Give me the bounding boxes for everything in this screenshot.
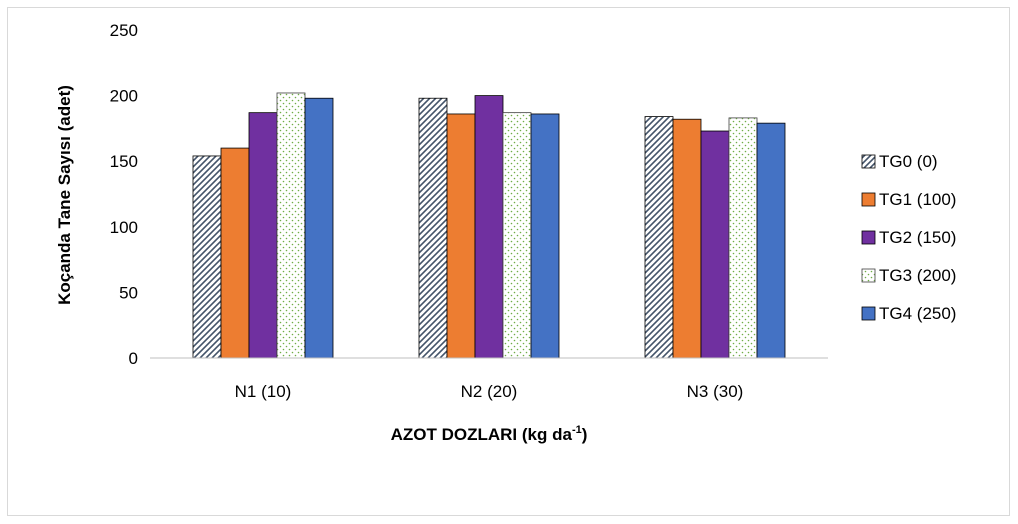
bars-layer — [192, 92, 786, 359]
legend-swatch — [861, 268, 876, 283]
legend-swatch — [861, 306, 876, 321]
bar-0-2 — [644, 116, 674, 359]
x-axis-ticks: N1 (10) N2 (20) N3 (30) — [235, 382, 744, 401]
legend-swatch — [861, 154, 876, 169]
legend-label: TG3 (200) — [879, 266, 956, 285]
bar-2-0 — [248, 112, 278, 359]
bar-2-2 — [700, 130, 730, 359]
legend-label: TG2 (150) — [879, 228, 956, 247]
bar-4-1 — [530, 113, 560, 359]
bar-0-0 — [192, 155, 222, 359]
bar-3-0 — [276, 92, 306, 359]
y-tick-label: 0 — [129, 349, 138, 368]
bar-1-0 — [220, 147, 250, 359]
legend-label: TG1 (100) — [879, 190, 956, 209]
x-axis-title-end: ) — [582, 425, 588, 444]
y-axis-title: Koçanda Tane Sayısı (adet) — [55, 85, 74, 305]
legend: TG0 (0) TG1 (100) TG2 (150) TG3 (200) TG4 (2… — [861, 152, 956, 323]
x-tick-label: N3 (30) — [687, 382, 744, 401]
y-tick-label: 200 — [110, 87, 138, 106]
bar-2-1 — [474, 95, 504, 359]
x-axis-title-main: AZOT DOZLARI (kg da — [391, 425, 573, 444]
bar-0-1 — [418, 97, 448, 359]
legend-label: TG0 (0) — [879, 152, 938, 171]
legend-label: TG4 (250) — [879, 304, 956, 323]
bar-3-1 — [502, 112, 532, 359]
legend-swatch — [861, 192, 876, 207]
x-tick-label: N2 (20) — [461, 382, 518, 401]
bar-3-2 — [728, 117, 758, 359]
bar-4-0 — [304, 97, 334, 359]
y-tick-label: 100 — [110, 218, 138, 237]
legend-swatch — [861, 230, 876, 245]
bar-4-2 — [756, 122, 786, 359]
y-tick-label: 250 — [110, 21, 138, 40]
bar-1-1 — [446, 113, 476, 359]
x-axis-title-superscript: -1 — [572, 424, 582, 436]
y-tick-label: 50 — [119, 283, 138, 302]
x-tick-label: N1 (10) — [235, 382, 292, 401]
x-axis-title: AZOT DOZLARI (kg da-1) — [391, 424, 588, 444]
y-tick-label: 150 — [110, 152, 138, 171]
bar-1-2 — [672, 118, 702, 359]
y-axis-ticks: 0 50 100 150 200 250 — [110, 21, 138, 368]
